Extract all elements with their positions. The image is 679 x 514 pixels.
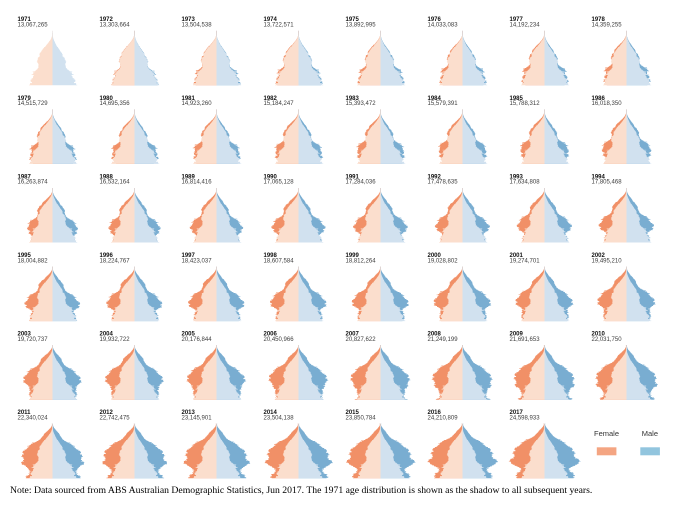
svg-text:23,504,138: 23,504,138 (264, 416, 295, 422)
svg-text:1975: 1975 (346, 17, 360, 23)
svg-text:16,814,416: 16,814,416 (182, 180, 213, 186)
svg-text:Female: Female (594, 429, 619, 438)
svg-text:18,423,037: 18,423,037 (182, 258, 213, 264)
svg-text:13,892,995: 13,892,995 (346, 23, 377, 29)
svg-text:1999: 1999 (346, 253, 360, 259)
svg-text:2015: 2015 (346, 410, 360, 416)
svg-text:1982: 1982 (264, 96, 278, 102)
svg-text:2001: 2001 (510, 253, 524, 259)
svg-text:1995: 1995 (18, 253, 32, 259)
svg-text:2007: 2007 (346, 332, 360, 338)
svg-text:21,691,653: 21,691,653 (510, 337, 541, 343)
svg-text:2012: 2012 (100, 410, 114, 416)
svg-text:13,067,265: 13,067,265 (18, 23, 49, 29)
svg-text:1971: 1971 (18, 17, 32, 23)
svg-text:2017: 2017 (510, 410, 524, 416)
svg-text:2008: 2008 (428, 332, 442, 338)
svg-text:15,579,391: 15,579,391 (428, 101, 459, 107)
svg-text:2000: 2000 (428, 253, 442, 259)
svg-text:22,340,024: 22,340,024 (18, 416, 49, 422)
svg-text:24,598,933: 24,598,933 (510, 416, 541, 422)
svg-text:14,695,356: 14,695,356 (100, 101, 131, 107)
svg-text:20,827,622: 20,827,622 (346, 337, 377, 343)
svg-text:1998: 1998 (264, 253, 278, 259)
svg-text:1993: 1993 (510, 174, 524, 180)
svg-text:2009: 2009 (510, 332, 524, 338)
svg-text:1986: 1986 (592, 96, 606, 102)
svg-text:1974: 1974 (264, 17, 278, 23)
svg-text:14,515,729: 14,515,729 (18, 101, 49, 107)
svg-text:22,742,475: 22,742,475 (100, 416, 131, 422)
svg-text:1976: 1976 (428, 17, 442, 23)
svg-text:1991: 1991 (346, 174, 360, 180)
svg-text:17,805,468: 17,805,468 (592, 180, 623, 186)
svg-text:17,634,808: 17,634,808 (510, 180, 541, 186)
svg-text:14,359,255: 14,359,255 (592, 23, 623, 29)
svg-text:16,263,874: 16,263,874 (18, 180, 49, 186)
svg-text:2006: 2006 (264, 332, 278, 338)
svg-text:19,028,802: 19,028,802 (428, 258, 459, 264)
svg-text:24,210,809: 24,210,809 (428, 416, 459, 422)
svg-text:23,850,784: 23,850,784 (346, 416, 377, 422)
svg-text:15,788,312: 15,788,312 (510, 101, 541, 107)
svg-text:1994: 1994 (592, 174, 606, 180)
svg-text:Male: Male (642, 429, 658, 438)
svg-text:22,031,750: 22,031,750 (592, 337, 623, 343)
svg-text:15,393,472: 15,393,472 (346, 101, 377, 107)
svg-text:23,145,901: 23,145,901 (182, 416, 213, 422)
svg-text:2010: 2010 (592, 332, 606, 338)
svg-text:1980: 1980 (100, 96, 114, 102)
svg-text:13,722,571: 13,722,571 (264, 23, 295, 29)
svg-text:17,065,128: 17,065,128 (264, 180, 295, 186)
svg-text:2003: 2003 (18, 332, 32, 338)
svg-text:2011: 2011 (18, 410, 32, 416)
svg-text:17,478,635: 17,478,635 (428, 180, 459, 186)
svg-text:18,004,882: 18,004,882 (18, 258, 49, 264)
svg-text:17,284,036: 17,284,036 (346, 180, 377, 186)
svg-text:1997: 1997 (182, 253, 196, 259)
svg-text:19,274,701: 19,274,701 (510, 258, 541, 264)
svg-text:19,932,722: 19,932,722 (100, 337, 131, 343)
svg-text:1981: 1981 (182, 96, 196, 102)
svg-text:1992: 1992 (428, 174, 442, 180)
svg-text:13,504,538: 13,504,538 (182, 23, 213, 29)
svg-text:2002: 2002 (592, 253, 606, 259)
svg-text:14,192,234: 14,192,234 (510, 23, 541, 29)
svg-text:2004: 2004 (100, 332, 114, 338)
svg-text:1983: 1983 (346, 96, 360, 102)
svg-text:16,532,164: 16,532,164 (100, 180, 131, 186)
svg-text:1972: 1972 (100, 17, 114, 23)
svg-text:1987: 1987 (18, 174, 32, 180)
svg-text:1985: 1985 (510, 96, 524, 102)
svg-text:21,249,199: 21,249,199 (428, 337, 459, 343)
svg-text:Note: Data sourced from ABS Au: Note: Data sourced from ABS Australian D… (10, 485, 592, 496)
svg-text:1973: 1973 (182, 17, 196, 23)
svg-text:2005: 2005 (182, 332, 196, 338)
svg-text:14,033,083: 14,033,083 (428, 23, 459, 29)
svg-text:1978: 1978 (592, 17, 606, 23)
svg-text:13,303,664: 13,303,664 (100, 23, 131, 29)
svg-text:14,923,260: 14,923,260 (182, 101, 213, 107)
svg-text:2014: 2014 (264, 410, 278, 416)
svg-text:18,224,767: 18,224,767 (100, 258, 131, 264)
svg-text:1988: 1988 (100, 174, 114, 180)
svg-text:18,607,584: 18,607,584 (264, 258, 295, 264)
svg-text:16,018,350: 16,018,350 (592, 101, 623, 107)
svg-text:1984: 1984 (428, 96, 442, 102)
svg-text:1989: 1989 (182, 174, 196, 180)
svg-text:1996: 1996 (100, 253, 114, 259)
svg-text:20,450,966: 20,450,966 (264, 337, 295, 343)
svg-text:2016: 2016 (428, 410, 442, 416)
svg-text:20,176,844: 20,176,844 (182, 337, 213, 343)
svg-text:18,812,264: 18,812,264 (346, 258, 377, 264)
svg-text:1977: 1977 (510, 17, 524, 23)
svg-text:1979: 1979 (18, 96, 32, 102)
svg-text:19,495,210: 19,495,210 (592, 258, 623, 264)
svg-text:15,184,247: 15,184,247 (264, 101, 295, 107)
svg-text:19,720,737: 19,720,737 (18, 337, 49, 343)
svg-text:1990: 1990 (264, 174, 278, 180)
svg-text:2013: 2013 (182, 410, 196, 416)
